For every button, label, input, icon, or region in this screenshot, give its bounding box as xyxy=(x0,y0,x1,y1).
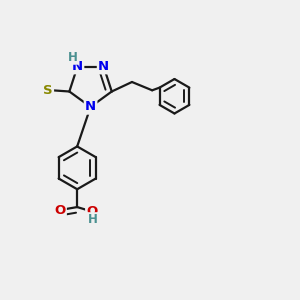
Text: S: S xyxy=(43,83,53,97)
Text: N: N xyxy=(98,60,109,73)
Text: N: N xyxy=(85,100,96,113)
Text: N: N xyxy=(72,60,83,73)
Text: O: O xyxy=(86,205,98,218)
Text: H: H xyxy=(68,51,78,64)
Text: O: O xyxy=(54,203,66,217)
Text: H: H xyxy=(88,213,98,226)
